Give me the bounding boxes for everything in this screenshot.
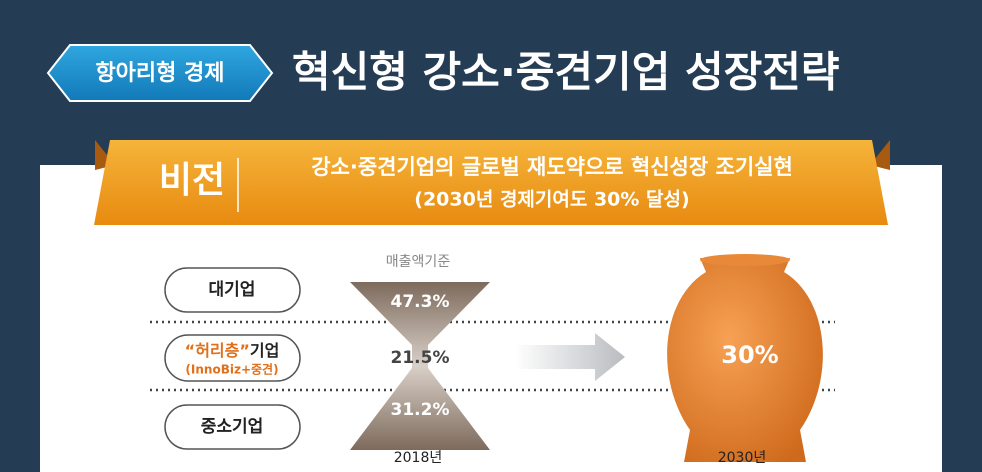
tier-value: 31.2% [391,400,450,420]
year-label: 2030년 [718,450,767,466]
tier-name: 대기업 [209,280,256,300]
target-value: 30% [721,341,778,369]
tier-value: 47.3% [391,292,450,312]
badge-text: 항아리형 경제 [95,61,224,86]
tier-sub: (InnoBiz+중견) [185,362,278,377]
tier-name: 중소기업 [201,417,264,437]
tier-highlight: “허리층” [185,341,250,360]
tier-pill [164,334,301,382]
vision-line1: 강소·중견기업의 글로벌 재도약으로 혁신성장 조기실현 [311,155,793,179]
jar [667,258,823,462]
vision-label: 비전 [159,160,225,201]
tier-name: “허리층”기업 [185,341,280,360]
basis-note: 매출액기준 [386,254,451,270]
tier-pill [164,404,301,450]
vision-line2: (2030년 경제기여도 30% 달성) [414,189,689,211]
tier-pill [164,267,301,313]
tier-value: 21.5% [391,348,450,368]
jar-rim [700,254,790,266]
arrow [515,333,625,381]
badge-shape [46,44,274,102]
page-title: 혁신형 강소·중견기업 성장전략 [292,48,840,97]
year-label: 2018년 [394,450,443,466]
tier-name: 기업 [250,341,279,360]
hourglass [350,282,490,450]
ribbon [94,140,888,225]
